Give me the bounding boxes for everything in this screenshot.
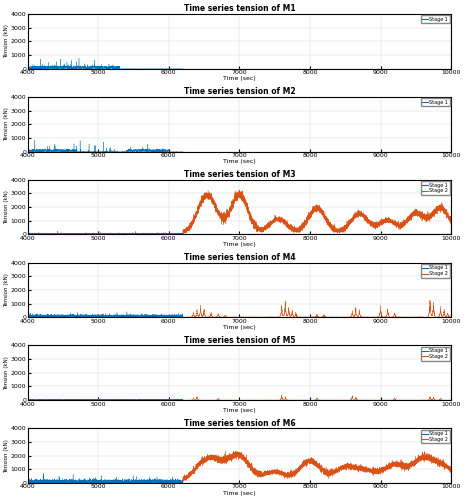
Y-axis label: Tension (kN): Tension (kN) bbox=[4, 273, 9, 307]
Title: Time series tension of M2: Time series tension of M2 bbox=[184, 87, 295, 96]
Y-axis label: Tension (kN): Tension (kN) bbox=[4, 438, 9, 472]
X-axis label: Time (sec): Time (sec) bbox=[223, 491, 256, 496]
Title: Time series tension of M4: Time series tension of M4 bbox=[184, 253, 295, 262]
Title: Time series tension of M3: Time series tension of M3 bbox=[184, 170, 295, 179]
Y-axis label: Tension (kN): Tension (kN) bbox=[4, 356, 9, 390]
Title: Time series tension of M5: Time series tension of M5 bbox=[184, 336, 295, 344]
Y-axis label: Tension (kN): Tension (kN) bbox=[4, 108, 9, 141]
Legend: Stage 1: Stage 1 bbox=[421, 98, 450, 106]
Legend: Stage 1: Stage 1 bbox=[421, 16, 450, 24]
Title: Time series tension of M6: Time series tension of M6 bbox=[184, 418, 295, 428]
Legend: Stage 1, Stage 2: Stage 1, Stage 2 bbox=[421, 347, 450, 360]
Legend: Stage 1, Stage 2: Stage 1, Stage 2 bbox=[421, 430, 450, 444]
X-axis label: Time (sec): Time (sec) bbox=[223, 242, 256, 247]
Legend: Stage 1, Stage 2: Stage 1, Stage 2 bbox=[421, 264, 450, 278]
X-axis label: Time (sec): Time (sec) bbox=[223, 76, 256, 82]
Legend: Stage 1, Stage 2: Stage 1, Stage 2 bbox=[421, 181, 450, 195]
Y-axis label: Tension (kN): Tension (kN) bbox=[4, 24, 9, 58]
X-axis label: Time (sec): Time (sec) bbox=[223, 408, 256, 413]
Y-axis label: Tension (kN): Tension (kN) bbox=[4, 190, 9, 224]
X-axis label: Time (sec): Time (sec) bbox=[223, 160, 256, 164]
Title: Time series tension of M1: Time series tension of M1 bbox=[184, 4, 295, 13]
X-axis label: Time (sec): Time (sec) bbox=[223, 325, 256, 330]
